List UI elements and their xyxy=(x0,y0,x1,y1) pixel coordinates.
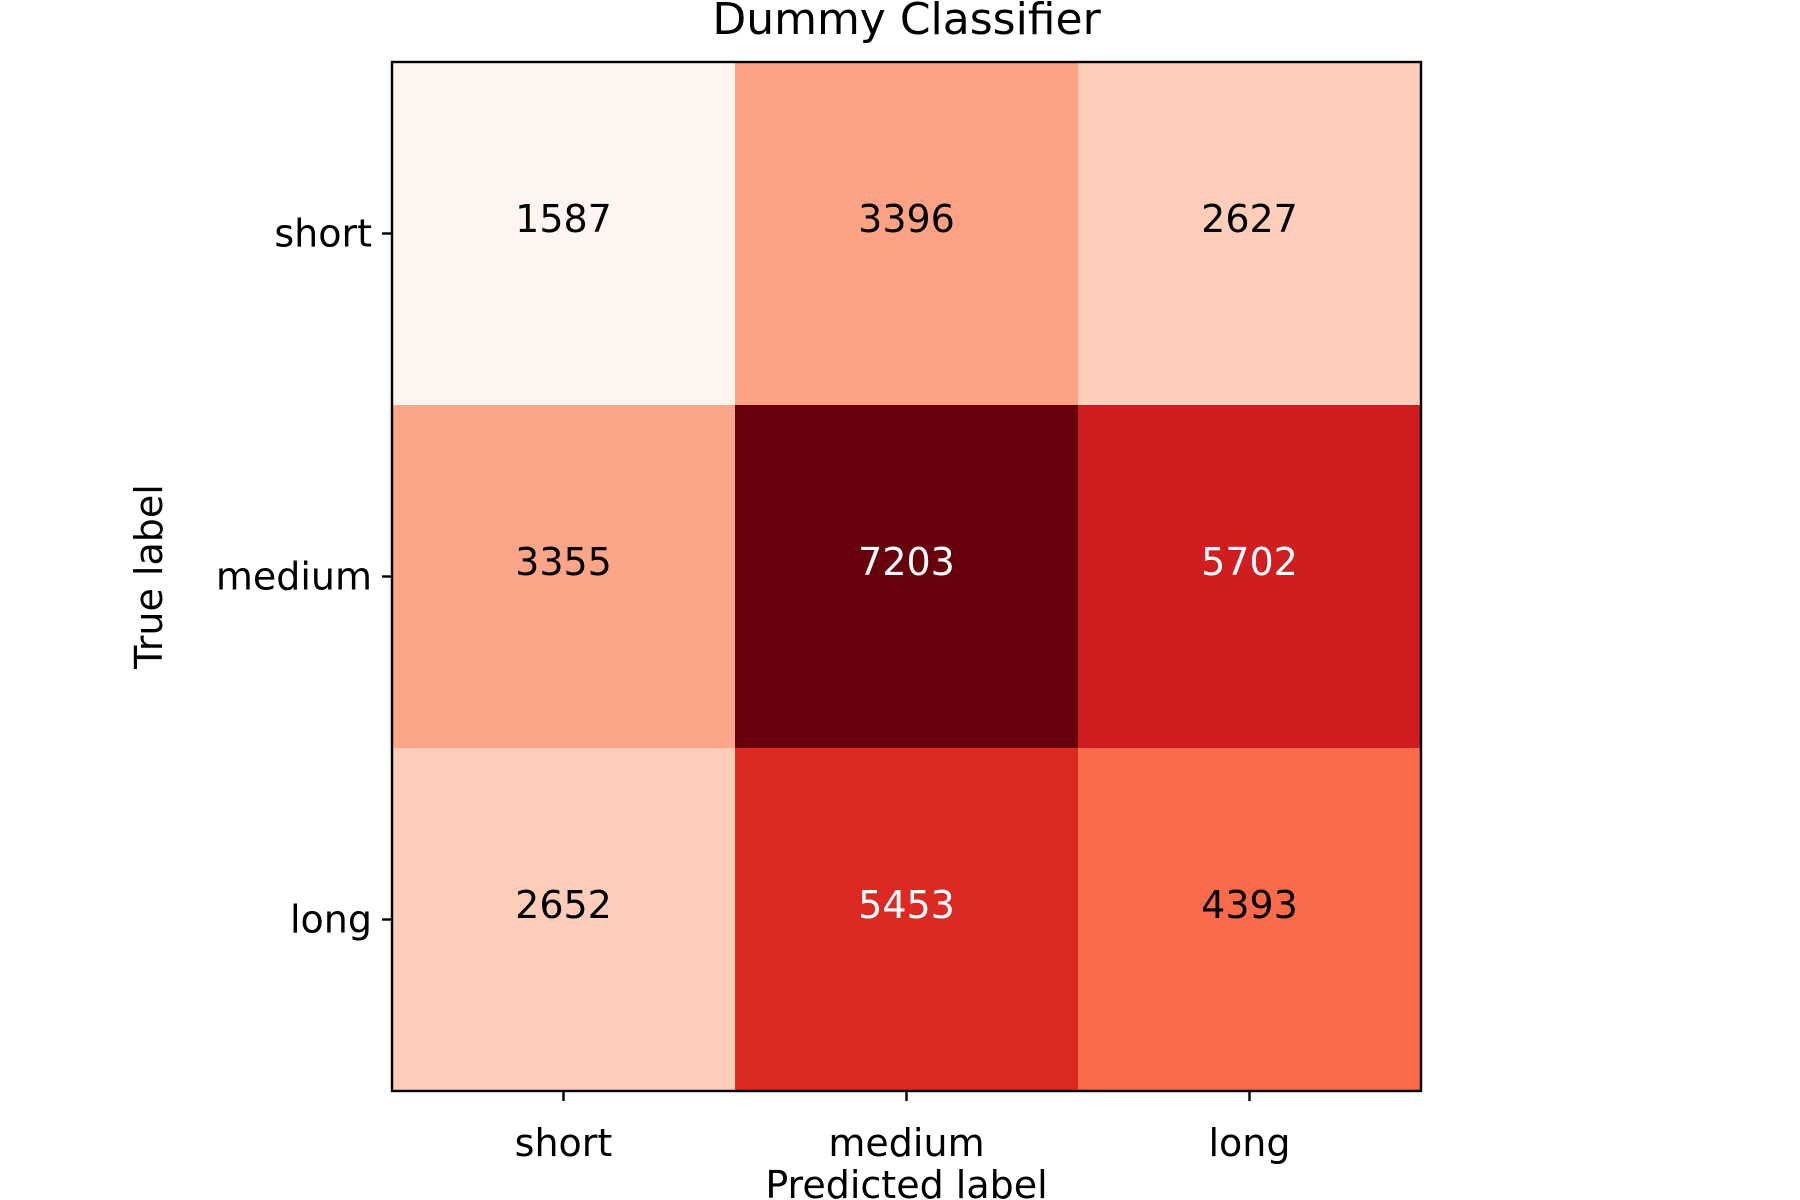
cell-value-label: 2627 xyxy=(1201,197,1298,241)
x-tick-label: long xyxy=(1208,1121,1290,1165)
y-tick-label: long xyxy=(290,898,372,942)
cell-value-label: 5702 xyxy=(1201,540,1298,584)
cell-value-label: 2652 xyxy=(515,883,612,927)
heatmap-cell xyxy=(392,62,736,406)
heatmap-cell xyxy=(1078,62,1422,406)
heatmap-cell xyxy=(1078,748,1422,1092)
heatmap-cell xyxy=(392,748,736,1092)
cell-value-label: 7203 xyxy=(858,540,955,584)
heatmap-cells xyxy=(392,62,1422,1092)
y-axis-label: True label xyxy=(127,484,171,670)
heatmap-cell xyxy=(735,62,1079,406)
cell-value-label: 5453 xyxy=(858,883,955,927)
cell-value-label: 3355 xyxy=(515,540,612,584)
chart-title: Dummy Classifier xyxy=(712,0,1101,45)
cell-value-label: 4393 xyxy=(1201,883,1298,927)
cell-value-label: 3396 xyxy=(858,197,955,241)
y-tick-label: short xyxy=(274,212,372,256)
heatmap-cell xyxy=(1078,405,1422,749)
x-tick-label: medium xyxy=(828,1121,984,1165)
x-axis-label: Predicted label xyxy=(765,1163,1047,1200)
heatmap-cell-labels: 1587 3396 2627 3355 7203 5702 2652 5453 4393 xyxy=(515,197,1298,927)
cell-value-label: 1587 xyxy=(515,197,612,241)
y-tick-label: medium xyxy=(216,555,372,599)
axis-ticks: short medium long short medium long xyxy=(216,212,1291,1166)
heatmap-cell xyxy=(735,405,1079,749)
x-tick-label: short xyxy=(515,1121,613,1165)
heatmap-cell xyxy=(735,748,1079,1092)
heatmap-cell xyxy=(392,405,736,749)
